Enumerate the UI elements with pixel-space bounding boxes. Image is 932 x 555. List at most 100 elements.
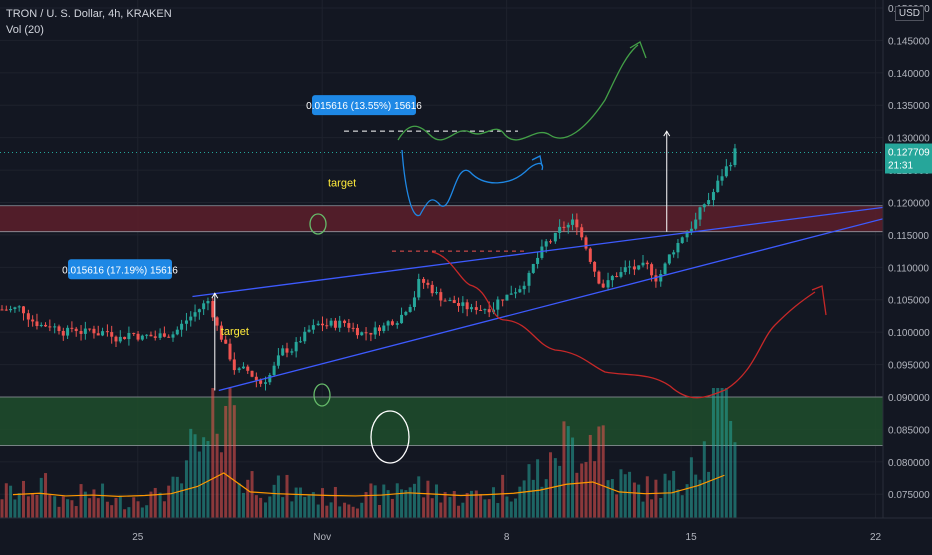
candle-body: [461, 302, 465, 306]
volume-bar: [553, 458, 557, 518]
candle-body: [53, 326, 57, 328]
candle-body: [522, 285, 526, 290]
candle-body: [417, 278, 421, 298]
price-tick-label: 0.115000: [888, 231, 929, 242]
candle-body: [70, 327, 74, 329]
candle-body: [149, 334, 153, 337]
volume-bar: [716, 388, 720, 518]
price-tick-label: 0.130000: [888, 134, 930, 145]
volume-bar: [79, 484, 83, 518]
volume-bar: [197, 451, 201, 518]
volume-bar: [457, 505, 461, 518]
candle-body: [610, 276, 614, 281]
volume-bar: [316, 504, 320, 518]
candle-body: [632, 266, 636, 270]
volume-ma-line: [12, 472, 725, 498]
candle-body: [395, 323, 399, 325]
candle-body: [540, 246, 544, 258]
volume-bar: [593, 461, 597, 518]
volume-bar: [88, 498, 92, 518]
volume-bar: [685, 484, 689, 518]
volume-bar: [329, 502, 333, 518]
volume-bar: [443, 492, 447, 518]
candle-body: [601, 283, 605, 288]
volume-bar: [250, 471, 254, 518]
candle-body: [246, 366, 250, 371]
candle-body: [628, 266, 632, 268]
candle-body: [584, 237, 588, 249]
candle-body: [654, 275, 658, 282]
volume-bar: [465, 492, 469, 518]
price-tick-label: 0.140000: [888, 69, 930, 80]
volume-bar: [676, 489, 680, 518]
volume-bar: [492, 487, 495, 518]
volume-bar: [9, 485, 13, 518]
volume-bar: [386, 490, 390, 518]
target-label-2: target: [328, 177, 356, 189]
volume-bar: [562, 421, 566, 518]
candle-body: [110, 332, 114, 337]
price-tick-label: 0.085000: [888, 425, 930, 436]
volume-bar: [325, 505, 329, 518]
candle-body: [469, 307, 473, 310]
candle-body: [123, 336, 127, 340]
volume-bar: [720, 388, 724, 518]
volume-bar: [724, 388, 728, 518]
volume-bar: [667, 480, 671, 518]
candle-body: [9, 308, 13, 311]
volume-bar: [659, 497, 663, 518]
candle-body: [702, 204, 706, 208]
volume-bar: [70, 500, 74, 518]
candle-body: [215, 317, 219, 326]
candle-body: [641, 262, 645, 266]
price-axis[interactable]: 0.075000 0.080000 0.085000 0.090000 0.095000…: [882, 0, 932, 550]
volume-bar: [417, 476, 421, 518]
candle-body: [650, 264, 654, 276]
volume-bar: [355, 508, 359, 518]
candle-body: [549, 241, 552, 243]
candle-body: [729, 164, 733, 167]
highlight-circle-top: [309, 213, 327, 235]
volume-bar: [333, 486, 337, 518]
candle-body: [184, 320, 188, 324]
candle-body: [566, 224, 570, 228]
candle-body: [189, 316, 193, 321]
candle-body: [298, 341, 302, 343]
candle-body: [593, 261, 597, 272]
candle-body: [338, 320, 342, 328]
volume-bar: [153, 487, 157, 518]
candle-body: [17, 306, 21, 308]
candle-body: [479, 309, 483, 311]
candle-body: [171, 334, 175, 338]
candle-body: [672, 252, 676, 255]
volume-indicator-label[interactable]: Vol (20): [6, 24, 44, 36]
candle-body: [219, 325, 223, 340]
volume-bar: [272, 484, 276, 518]
candle-body: [167, 336, 171, 338]
volume-bar: [452, 490, 456, 518]
volume-bar: [400, 489, 404, 518]
candle-body: [4, 309, 8, 311]
candle-body: [224, 339, 228, 344]
volume-bar: [632, 482, 636, 518]
time-axis[interactable]: 25Nov8152226Dec613: [0, 517, 932, 543]
volume-bar: [395, 483, 399, 518]
candle-body: [404, 311, 408, 315]
volume-bar: [232, 405, 236, 518]
volume-bar: [439, 502, 443, 518]
candle-body: [711, 192, 715, 201]
candle-body: [378, 327, 381, 331]
grid: [0, 0, 883, 518]
candle-body: [26, 313, 30, 320]
volume-bar: [22, 480, 25, 518]
candle-body: [79, 331, 83, 334]
candle-body: [272, 365, 276, 376]
candle-body: [580, 227, 584, 238]
price-tick-label: 0.090000: [888, 393, 930, 404]
price-tick-label: 0.110000: [888, 263, 929, 274]
candle-body: [66, 327, 70, 336]
currency-label[interactable]: USD: [894, 6, 924, 21]
candle-body: [689, 228, 693, 233]
